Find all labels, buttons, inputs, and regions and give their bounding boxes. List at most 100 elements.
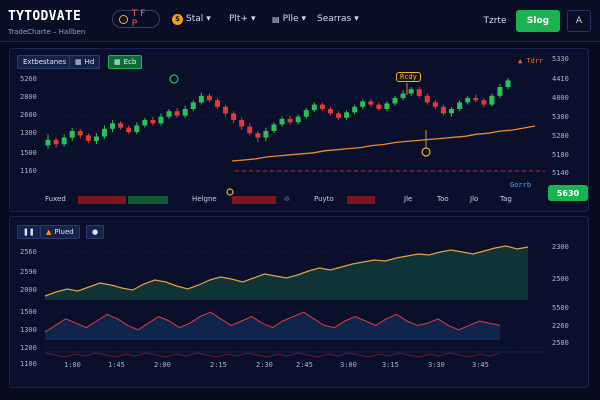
candle-body bbox=[489, 95, 495, 105]
y-label: 1160 bbox=[20, 167, 37, 175]
sub-y-label: 1300 bbox=[20, 326, 37, 334]
candle-body bbox=[432, 102, 438, 107]
candle-body bbox=[473, 98, 479, 101]
toolbar-button-1[interactable]: ▦ Hd bbox=[69, 55, 101, 69]
candle-body bbox=[481, 100, 487, 105]
x-label: 3:15 bbox=[382, 361, 399, 369]
candle-body bbox=[255, 133, 261, 138]
nav-item-plle[interactable]: ▤ Plle ▾ bbox=[272, 14, 307, 24]
x-label: 2:00 bbox=[154, 361, 171, 369]
candle-body bbox=[376, 104, 382, 109]
candle-body bbox=[85, 135, 91, 141]
candle-body bbox=[465, 98, 471, 103]
nav-item-searras[interactable]: Searras ▾ bbox=[317, 14, 359, 24]
nav-item-stal[interactable]: $ Stal ▾ bbox=[172, 10, 211, 28]
candle-body bbox=[77, 131, 83, 136]
candle-body bbox=[271, 124, 277, 131]
top-bar: TYTODVATE TradeCharte – Hallben T F P $ … bbox=[0, 0, 600, 42]
x-label: 3:30 bbox=[428, 361, 445, 369]
chart-icon: ▦ bbox=[114, 58, 121, 66]
dot-icon: ● bbox=[92, 228, 99, 236]
right-badge: Gorrb bbox=[510, 181, 532, 189]
candle-body bbox=[206, 95, 212, 101]
settings-button[interactable]: ● bbox=[86, 225, 105, 239]
bottom-label: Fuxed bbox=[45, 195, 66, 203]
volume-line bbox=[44, 352, 501, 358]
candle-body bbox=[408, 89, 414, 94]
price-button[interactable]: 5630 bbox=[548, 185, 588, 201]
candle-body bbox=[263, 131, 269, 138]
candle-body bbox=[440, 106, 446, 114]
sub-y-label: 1500 bbox=[20, 308, 37, 316]
sub-toolbar-button[interactable]: ▲ Plued bbox=[40, 225, 80, 239]
pause-icon: ❚❚ bbox=[23, 228, 35, 236]
chevron-down-icon: ▾ bbox=[354, 14, 359, 24]
candle-body bbox=[424, 95, 430, 103]
candle-body bbox=[93, 136, 99, 141]
sub-y-label-right: 5500 bbox=[552, 304, 569, 312]
candle-body bbox=[231, 113, 237, 120]
flame-icon: ▲ bbox=[46, 228, 52, 236]
x-label: 2:15 bbox=[210, 361, 227, 369]
sub-y-label: 2000 bbox=[20, 286, 37, 294]
candle-body bbox=[166, 111, 172, 117]
text-link[interactable]: Tzrte bbox=[483, 16, 507, 26]
y-label-right: 5330 bbox=[552, 55, 569, 63]
candle-body bbox=[247, 126, 253, 134]
candle-body bbox=[182, 109, 188, 116]
candle-body bbox=[457, 102, 463, 109]
sub-chart-panel bbox=[9, 216, 589, 388]
candle-body bbox=[174, 111, 180, 116]
marker-circle bbox=[169, 74, 179, 84]
link-icon: ⊘ bbox=[284, 195, 290, 203]
y-label: 5260 bbox=[20, 75, 37, 83]
moving-average-line bbox=[231, 125, 536, 162]
candle-body bbox=[223, 106, 229, 114]
candle-body bbox=[134, 125, 140, 133]
candle-body bbox=[287, 118, 293, 123]
avatar[interactable]: A bbox=[567, 10, 591, 32]
chevron-down-icon: ▾ bbox=[301, 14, 307, 24]
grid-icon: ▦ bbox=[75, 58, 82, 66]
candle-body bbox=[336, 113, 342, 118]
calendar-icon: ▤ bbox=[272, 14, 280, 24]
candle-body bbox=[303, 110, 309, 117]
callout-label: Rcdy bbox=[396, 72, 421, 82]
candle-body bbox=[118, 123, 124, 128]
candle-body bbox=[449, 109, 455, 114]
coin-icon: $ bbox=[172, 13, 183, 25]
bottom-label: Too bbox=[437, 195, 449, 203]
toolbar-button-2[interactable]: ▦ Ecb bbox=[108, 55, 143, 69]
candle-body bbox=[368, 101, 374, 105]
y-label-right: 5300 bbox=[552, 113, 569, 121]
y-label-right: 5180 bbox=[552, 151, 569, 159]
x-label: 1:00 bbox=[64, 361, 81, 369]
candle-body bbox=[327, 109, 333, 114]
candle-body bbox=[505, 80, 511, 87]
marker-circle bbox=[226, 188, 234, 196]
nav-item-plt[interactable]: Plt+ ▾ bbox=[229, 14, 256, 24]
sub-y-label-right: 2260 bbox=[552, 322, 569, 330]
candle-body bbox=[384, 103, 390, 109]
sub-y-label-right: 2580 bbox=[552, 339, 569, 347]
primary-button[interactable]: Slog bbox=[516, 10, 560, 32]
live-badge[interactable]: T F P bbox=[112, 9, 160, 29]
area-fill bbox=[45, 246, 528, 300]
candle-body bbox=[279, 118, 285, 125]
candle-body bbox=[190, 102, 196, 109]
y-label-right: 4800 bbox=[552, 94, 569, 102]
oscillator-line bbox=[44, 311, 501, 333]
area-line bbox=[44, 245, 529, 297]
sub-y-label-right: 2500 bbox=[552, 275, 569, 283]
sub-y-label: 1200 bbox=[20, 344, 37, 352]
y-label-right: 4410 bbox=[552, 75, 569, 83]
sub-y-label: 1100 bbox=[20, 360, 37, 368]
bottom-label: Jle bbox=[404, 195, 413, 203]
volume-bar bbox=[128, 196, 168, 204]
candle-body bbox=[61, 137, 67, 145]
y-label: 1300 bbox=[20, 129, 37, 137]
bottom-label: Helgne bbox=[192, 195, 217, 203]
volume-bar bbox=[347, 196, 375, 204]
